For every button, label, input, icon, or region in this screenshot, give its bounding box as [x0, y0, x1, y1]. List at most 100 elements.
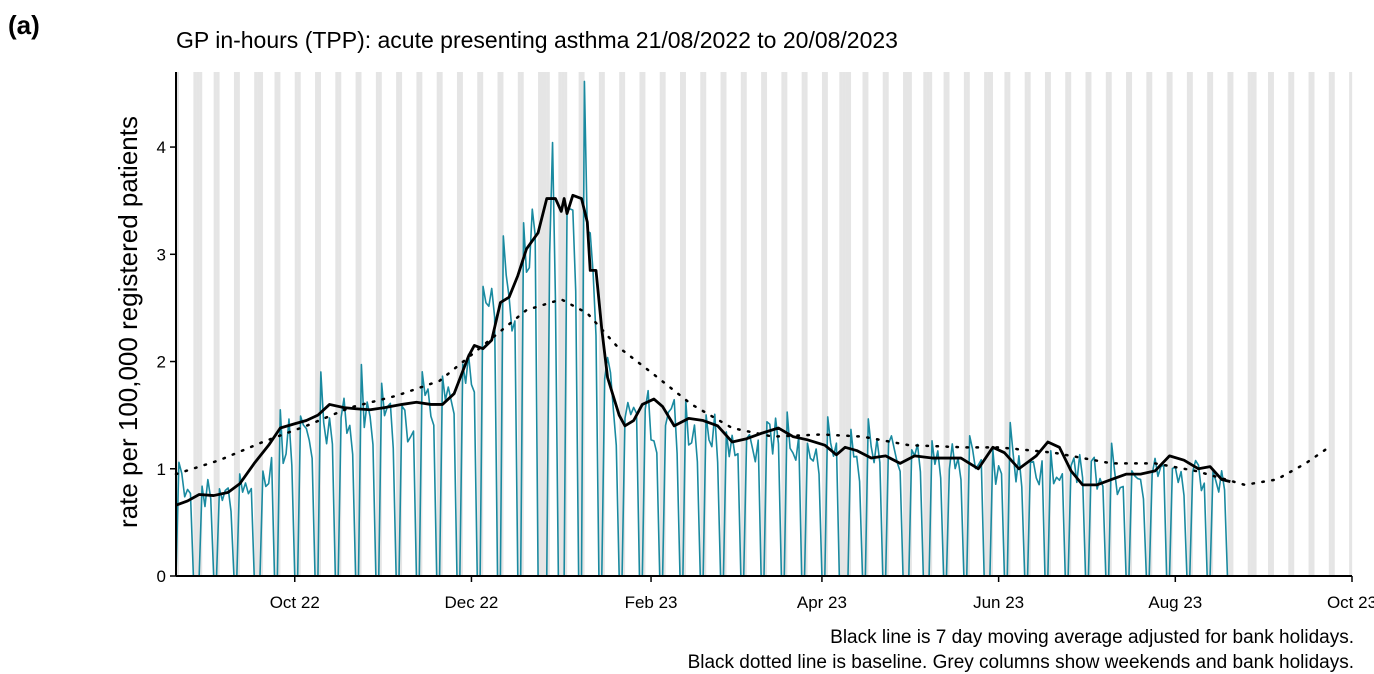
weekend-column [845, 72, 849, 576]
x-tick-label: Oct 22 [270, 593, 320, 612]
weekend-column [839, 72, 843, 576]
weekend-column [1088, 72, 1092, 576]
weekend-column [355, 72, 359, 576]
weekend-column [908, 72, 912, 576]
x-tick-label: Apr 23 [797, 593, 847, 612]
x-tick-label: Oct 23 [1327, 593, 1374, 612]
x-tick-label: Jun 23 [973, 593, 1024, 612]
weekend-column [642, 72, 646, 576]
weekend-column [399, 72, 403, 576]
weekend-column [436, 72, 440, 576]
weekend-column [1004, 72, 1008, 576]
weekend-column [439, 72, 443, 576]
weekend-column [1247, 72, 1251, 576]
weekend-column [260, 72, 264, 576]
weekend-column [659, 72, 663, 576]
weekend-column [1210, 72, 1214, 576]
weekend-column [236, 72, 240, 576]
weekend-column [1108, 72, 1112, 576]
weekend-column [1044, 72, 1049, 576]
weekend-column [905, 72, 909, 576]
axes: 0 1 2 3 4 Oct 22 Dec 22 Feb 23 Apr 23 Jun 23 Aug 2… [157, 72, 1374, 612]
weekend-column [375, 72, 379, 576]
weekend-column [396, 72, 400, 576]
weekend-column [1207, 72, 1211, 576]
moving-average-series [175, 193, 1231, 507]
weekend-column [1349, 72, 1353, 576]
weekend-column [277, 72, 281, 576]
weekend-column [1227, 72, 1231, 576]
weekend-column [317, 72, 321, 576]
weekend-column [639, 72, 643, 576]
weekend-column [680, 72, 684, 576]
weekend-column [1085, 72, 1089, 576]
weekend-column [720, 72, 724, 576]
weekend-column [213, 72, 217, 576]
weekend-column [885, 72, 889, 576]
baseline-line [174, 297, 1331, 487]
weekend-column [193, 72, 197, 576]
x-tick-label: Aug 23 [1148, 593, 1202, 612]
weekend-column [196, 72, 200, 576]
weekend-column [1149, 72, 1153, 576]
weekend-column [989, 72, 993, 576]
weekend-column [1166, 72, 1170, 576]
weekend-column [315, 72, 319, 576]
weekend-column [459, 72, 463, 576]
weekend-column [946, 72, 950, 576]
weekend-column [578, 72, 582, 576]
weekend-column [987, 72, 991, 576]
baseline-series [174, 297, 1331, 487]
weekend-column [1065, 72, 1069, 576]
panel-label: (a) [8, 10, 40, 40]
weekend-column [543, 72, 547, 576]
weekend-column [338, 72, 342, 576]
weekend-column [1328, 72, 1332, 576]
weekend-column [1105, 72, 1109, 576]
weekend-column [1007, 72, 1011, 576]
weekend-column [1068, 72, 1072, 576]
weekend-column [254, 72, 258, 576]
weekend-column [784, 72, 788, 576]
weekend-column [984, 72, 988, 576]
weekend-column [842, 72, 846, 576]
weekend-column [926, 72, 930, 576]
weekend-column [1189, 72, 1193, 576]
weekend-column [1270, 72, 1274, 576]
weekend-column [923, 72, 927, 576]
weekend-column [480, 72, 484, 576]
weekend-column [740, 72, 744, 576]
weekend-column [477, 72, 481, 576]
weekend-column [1126, 72, 1130, 576]
weekend-column [824, 72, 828, 576]
weekend-column [929, 72, 933, 576]
weekend-column [682, 72, 686, 576]
weekend-column [903, 72, 907, 576]
weekend-column [801, 72, 805, 576]
weekend-column [1169, 72, 1173, 576]
weekend-column [804, 72, 808, 576]
weekend-column [378, 72, 382, 576]
weekend-column [416, 72, 420, 576]
chart-title: GP in-hours (TPP): acute presenting asth… [176, 27, 898, 53]
x-tick-label: Dec 22 [445, 593, 499, 612]
weekend-column [517, 72, 521, 576]
weekend-column [1230, 72, 1234, 576]
y-axis-label: rate per 100,000 registered patients [113, 116, 143, 528]
weekend-column [781, 72, 785, 576]
weekend-column [1253, 72, 1257, 576]
weekend-column [233, 72, 237, 576]
weekend-column [1288, 72, 1292, 576]
weekend-column [199, 72, 203, 576]
weekend-column [419, 72, 423, 576]
weekend-column [622, 72, 626, 576]
weekend-column [540, 72, 545, 576]
footnote-2: Black dotted line is baseline. Grey colu… [688, 652, 1354, 673]
weekend-column [601, 72, 605, 576]
x-tick-label: Feb 23 [625, 593, 678, 612]
weekend-column [619, 72, 623, 576]
moving-average-line [175, 193, 1231, 507]
weekend-column [963, 72, 967, 576]
weekend-column [848, 72, 852, 576]
weekend-column [723, 72, 727, 576]
